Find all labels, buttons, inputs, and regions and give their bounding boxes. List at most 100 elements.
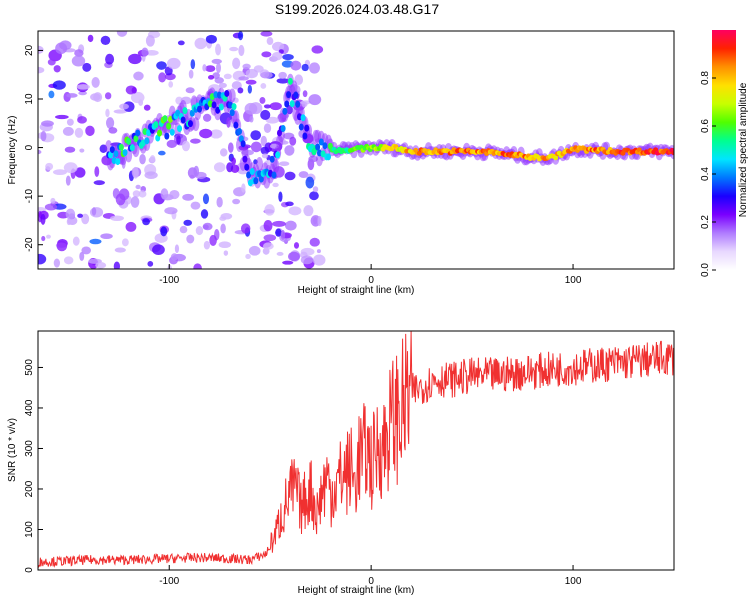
- spectrogram-cell: [284, 145, 295, 156]
- spectrogram-cell: [126, 137, 132, 145]
- spectrogram-cell: [77, 116, 87, 124]
- spectrogram-cell: [79, 251, 85, 261]
- spectrogram-cell: [261, 153, 269, 159]
- figure-title: S199.2026.024.03.48.G17: [275, 1, 439, 17]
- spectrogram-cell: [294, 74, 304, 86]
- spectrogram-cell: [269, 155, 275, 163]
- spectrogram-cell: [202, 193, 210, 205]
- spectrogram-cell: [276, 251, 284, 256]
- snr-x-ticks: -100 0 100: [159, 565, 582, 587]
- x-tick-label: 0: [368, 576, 374, 587]
- spectrogram-cell: [100, 233, 113, 240]
- spectrogram-cell: [121, 238, 129, 247]
- spectrogram-cell: [143, 104, 151, 111]
- spectrogram-cell: [169, 128, 175, 136]
- spectrogram-cell: [192, 117, 200, 132]
- spectrogram-cell: [258, 175, 264, 183]
- spectrogram-cell: [288, 206, 302, 216]
- spectrogram-cell: [553, 155, 559, 161]
- spectrogram-cell: [311, 45, 324, 54]
- spectrogram-cell: [233, 121, 239, 129]
- colorbar-tick-label: 0.8: [700, 71, 711, 85]
- spectrogram-cell: [265, 116, 280, 124]
- spectrogram-cell: [176, 135, 181, 145]
- spectrogram-cell: [91, 207, 97, 216]
- spectrogram-cell: [271, 171, 277, 179]
- spectrogram-cell: [149, 155, 156, 163]
- spectrogram-cell: [114, 247, 126, 253]
- spectrogram-cell: [211, 101, 217, 109]
- spectrogram-cell: [115, 193, 126, 206]
- spectrogram-cell: [41, 236, 46, 242]
- spectrogram-cell: [129, 144, 135, 152]
- spectrogram-cell: [309, 237, 320, 247]
- spectrogram-cell: [312, 186, 319, 193]
- spectrogram-cell: [220, 223, 226, 234]
- y-tick-label: 300: [24, 440, 35, 457]
- spectrogram-cell: [64, 146, 76, 153]
- spectrogram-cell: [93, 180, 105, 186]
- snr-y-ticks: 0 100 200 300 400 500: [24, 359, 43, 573]
- spectrogram-cell: [180, 116, 186, 124]
- spectrogram-cell: [122, 149, 128, 157]
- spectrogram-cell: [260, 135, 267, 147]
- spectrogram-cell: [209, 129, 223, 139]
- spectrogram-cell: [271, 51, 283, 61]
- spectrogram-cell: [245, 79, 257, 85]
- spectrogram-cell: [293, 242, 300, 249]
- colorbar-label: Normalized spectral amplitude: [738, 82, 749, 217]
- spectrogram-cell: [130, 196, 140, 208]
- spectrogram-cell: [278, 71, 287, 79]
- spectrogram-cell: [211, 58, 222, 64]
- spectrogram-cell: [271, 41, 285, 52]
- spectrogram-cell: [237, 127, 243, 135]
- spectrogram-cell: [105, 53, 115, 65]
- spectrogram-cell: [280, 229, 286, 240]
- spectrogram-cell: [260, 82, 267, 89]
- spectrogram-cell: [78, 90, 87, 96]
- spectrogram-cell: [227, 142, 234, 153]
- spectrogram-cell: [71, 55, 86, 67]
- spectrogram-cell: [282, 260, 294, 265]
- spectrogram-cell: [138, 190, 147, 198]
- spectrogram-cell: [237, 31, 244, 41]
- y-tick-label: 10: [24, 93, 35, 105]
- spectrogram-cell: [66, 218, 72, 226]
- spectrogram-cell: [671, 150, 674, 156]
- spectrogram-cell: [109, 146, 115, 154]
- spectrogram-cell: [285, 201, 294, 207]
- spectrogram-cell: [312, 254, 326, 266]
- spectrogram-cell: [65, 175, 71, 186]
- spectrogram-cell: [132, 166, 139, 179]
- x-tick-label: 0: [368, 275, 374, 286]
- spectrogram-cell: [52, 80, 66, 90]
- spectrogram-cell: [135, 129, 141, 137]
- spectrogram-cell: [248, 245, 261, 256]
- spectrogram-y-label: Frequency (Hz): [7, 116, 18, 185]
- spectrogram-cell: [284, 171, 296, 181]
- spectrogram-cell: [244, 102, 258, 115]
- spectrogram-cell: [82, 62, 92, 72]
- spectrogram-cell: [81, 213, 90, 225]
- spectrogram-cell: [164, 207, 178, 215]
- spectrogram-cell: [76, 84, 90, 90]
- spectrogram-cell: [266, 37, 274, 46]
- spectrogram-cell: [231, 81, 242, 90]
- spectrogram-cell: [260, 31, 273, 37]
- spectrogram-cell: [250, 130, 262, 141]
- spectrogram-cell: [218, 103, 224, 111]
- spectrogram-cell: [152, 244, 165, 256]
- spectrogram-cell: [107, 151, 113, 159]
- spectrogram-cell: [246, 171, 252, 179]
- snr-series-line: [38, 331, 674, 569]
- spectrogram-cell: [315, 143, 321, 151]
- spectrogram-cell: [74, 49, 84, 57]
- spectrogram-cell: [189, 109, 195, 117]
- spectrogram-cell: [240, 223, 251, 234]
- spectrogram-cell: [207, 75, 215, 80]
- x-tick-label: -100: [159, 275, 179, 286]
- spectrogram-cell: [290, 60, 302, 71]
- spectrogram-cell: [45, 162, 54, 171]
- spectrogram-cell: [62, 126, 74, 136]
- spectrogram-cell: [164, 132, 170, 140]
